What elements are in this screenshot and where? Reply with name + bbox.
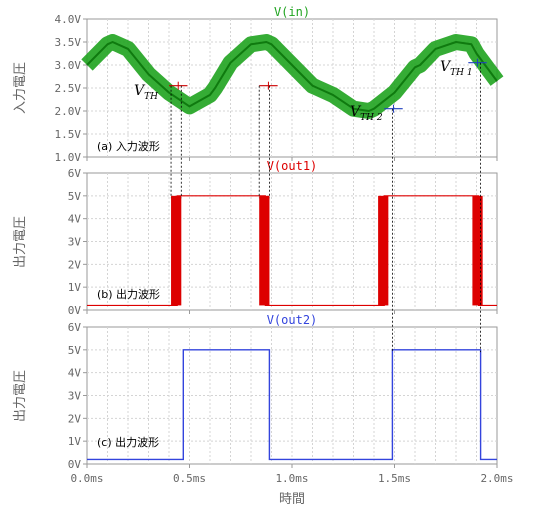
vout1-chatter-band <box>472 195 483 306</box>
panel-b-ylabel: 出力電圧 <box>13 216 28 268</box>
panel-a-title: V(in) <box>274 5 310 19</box>
x-tick-label: 2.0ms <box>480 472 513 485</box>
y-tick-label: 3V <box>68 236 82 249</box>
panel-b-data <box>87 195 497 307</box>
y-tick-label: 0V <box>68 458 82 471</box>
switch-guides <box>170 62 482 353</box>
y-tick-label: 5V <box>68 344 82 357</box>
vout2-line <box>87 349 497 461</box>
y-tick-label: 3.0V <box>55 59 82 72</box>
y-tick-label: 2.5V <box>55 82 82 95</box>
panel-c-title: V(out2) <box>267 313 318 327</box>
panel-b-title: V(out1) <box>267 159 318 173</box>
vth-label: VTH <box>134 83 158 102</box>
vout1-chatter-band <box>171 195 182 306</box>
y-tick-label: 3V <box>68 390 82 403</box>
y-tick-label: 4V <box>68 367 82 380</box>
vin-line <box>86 41 498 112</box>
panel-a-data <box>81 34 504 119</box>
vout1-chatter-band <box>378 195 389 306</box>
y-tick-label: 2V <box>68 412 82 425</box>
y-tick-label: 6V <box>68 321 82 334</box>
y-tick-label: 5V <box>68 190 82 203</box>
x-tick-label: 1.5ms <box>378 472 411 485</box>
y-tick-label: 1.0V <box>55 151 82 164</box>
y-tick-label: 2V <box>68 258 82 271</box>
panel-c-ylabel: 出力電圧 <box>13 370 28 422</box>
y-tick-label: 4V <box>68 213 82 226</box>
y-tick-label: 1V <box>68 435 82 448</box>
panel-c-annotation: (c) 出力波形 <box>97 435 159 449</box>
panel-b-grid: 0V 1V 2V 3V 4V 5V 6V <box>68 167 498 317</box>
y-tick-label: 4.0V <box>55 13 82 26</box>
panel-c-grid: 0V 1V 2V 3V 4V 5V 6V 0.0ms 0.5ms 1.0ms 1.5ms 2.0ms <box>68 321 514 485</box>
y-tick-label: 1V <box>68 281 82 294</box>
panel-a-annotation: (a) 入力波形 <box>97 140 160 153</box>
x-tick-label: 1.0ms <box>275 472 308 485</box>
vth2-label-sub: TH 2 <box>360 113 383 123</box>
panel-b-annotation: (b) 出力波形 <box>97 287 160 301</box>
y-tick-label: 2.0V <box>55 105 82 118</box>
x-tick-label: 0.5ms <box>173 472 206 485</box>
vth1-label-sub: TH 1 <box>450 68 472 78</box>
vth1-label-main: V <box>440 59 452 75</box>
y-tick-label: 1.5V <box>55 128 82 141</box>
y-tick-label: 6V <box>68 167 82 180</box>
vout1-chatter-band <box>259 195 270 306</box>
vth2-label-main: V <box>350 104 362 120</box>
vth2-label: VTH 2 <box>350 104 383 123</box>
y-tick-label: 3.5V <box>55 36 82 49</box>
x-tick-label: 0.0ms <box>70 472 103 485</box>
vth-label-main: V <box>134 83 146 99</box>
panel-c-data <box>87 349 497 461</box>
vth-label-sub: TH <box>144 92 158 102</box>
vth1-label: VTH 1 <box>440 59 473 78</box>
y-tick-label: 0V <box>68 304 82 317</box>
x-axis-label: 時間 <box>279 492 305 507</box>
panel-a-ylabel: 入力電圧 <box>13 62 28 114</box>
